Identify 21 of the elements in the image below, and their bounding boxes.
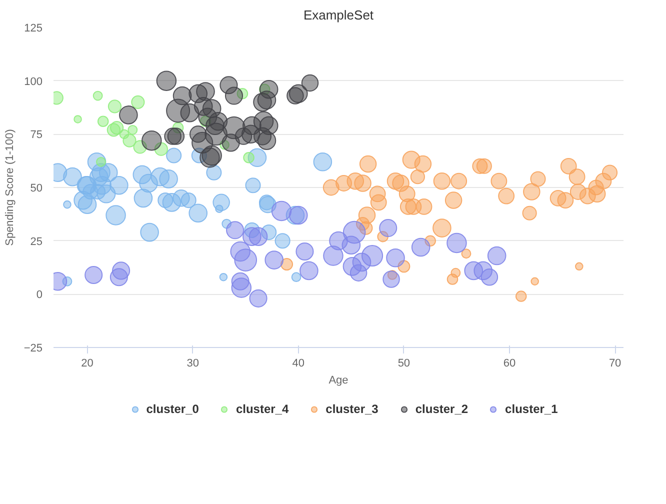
legend-label: cluster_2 [415, 402, 468, 416]
y-tick-label: 50 [30, 182, 43, 194]
chart-title: ExampleSet [303, 8, 374, 22]
y-tick-label: 25 [30, 236, 43, 248]
y-axis-title: Spending Score (1-100) [4, 129, 16, 246]
x-tick-label: 30 [186, 358, 199, 370]
y-tick-label: 125 [24, 22, 43, 34]
y-tick-label: 100 [24, 76, 43, 88]
x-tick-label: 50 [398, 358, 410, 370]
legend-label: cluster_4 [236, 402, 289, 416]
x-tick-label: 60 [503, 358, 516, 370]
x-tick-label: 20 [81, 358, 94, 370]
y-tick-label: 0 [36, 289, 43, 302]
legend-label: cluster_1 [505, 402, 558, 416]
y-tick-label: −25 [24, 342, 43, 354]
y-tick-label: 75 [30, 129, 43, 142]
x-tick-label: 40 [292, 358, 305, 370]
x-tick-label: 70 [608, 358, 622, 370]
x-axis-title: Age [328, 374, 348, 386]
legend-label: cluster_3 [326, 402, 378, 416]
legend-label: cluster_0 [146, 402, 199, 416]
